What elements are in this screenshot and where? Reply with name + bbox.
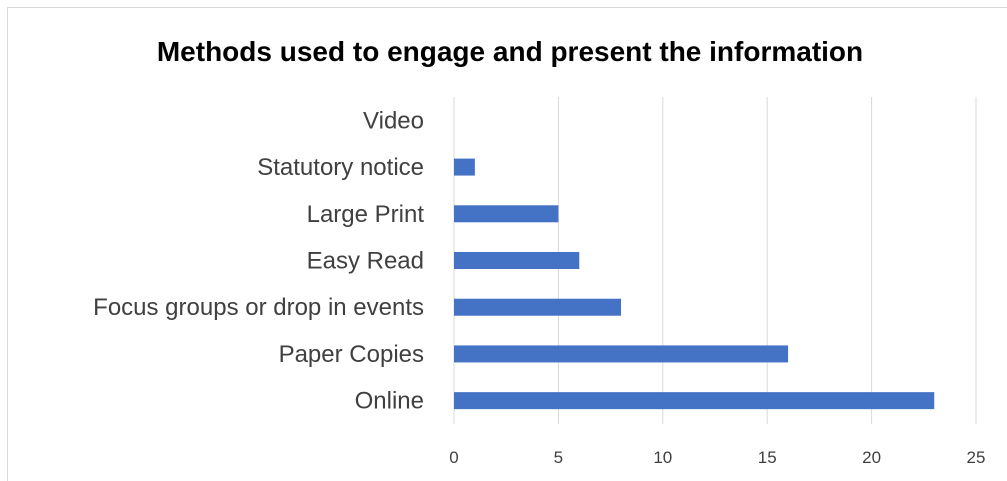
x-tick-label: 5 <box>554 448 563 467</box>
bar <box>454 298 622 316</box>
bars <box>454 158 935 410</box>
bar <box>454 392 935 410</box>
bar <box>454 252 580 269</box>
bar <box>454 345 789 363</box>
x-tick-label: 20 <box>862 448 881 467</box>
bar <box>454 205 559 223</box>
x-tick-label: 0 <box>449 448 458 467</box>
category-label: Paper Copies <box>279 341 424 368</box>
category-labels: Video Statutory notice Large Print Easy Rea… <box>93 107 424 414</box>
x-tick-label: 10 <box>653 448 672 467</box>
category-label: Video <box>363 107 424 134</box>
chart-title: Methods used to engage and present the i… <box>157 36 863 67</box>
x-tick-labels: 0 5 10 15 20 25 <box>449 448 985 467</box>
category-label: Online <box>355 388 424 415</box>
category-label: Large Print <box>307 201 425 228</box>
category-label: Easy Read <box>307 248 424 275</box>
category-label: Focus groups or drop in events <box>93 294 424 321</box>
bar <box>454 158 475 176</box>
x-tick-label: 15 <box>758 448 777 467</box>
category-label: Statutory notice <box>257 154 424 181</box>
x-tick-label: 25 <box>967 448 986 467</box>
